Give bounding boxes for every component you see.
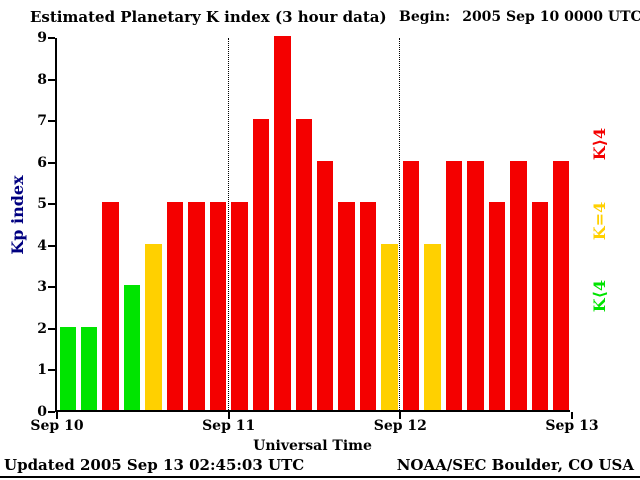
legend-k-equal-4: K=4	[590, 201, 609, 241]
x-tick-label: Sep 12	[373, 418, 427, 434]
kp-bar	[295, 119, 312, 410]
x-tick-mark	[399, 412, 402, 419]
y-tick-label: 9	[37, 30, 47, 46]
kp-bar	[59, 326, 76, 410]
y-tick-label: 4	[37, 237, 47, 254]
kp-bar	[102, 202, 119, 410]
y-tick-label: 6	[37, 154, 47, 171]
kp-bar	[317, 160, 334, 410]
x-tick-mark	[56, 412, 58, 419]
x-tick-mark	[571, 412, 573, 419]
y-tick-label: 5	[37, 196, 47, 213]
source-credit: NOAA/SEC Boulder, CO USA	[396, 456, 634, 474]
kp-bar	[488, 202, 506, 410]
kp-bar	[231, 202, 248, 410]
y-tick-mark	[48, 411, 55, 413]
kp-bar	[252, 119, 270, 410]
kp-bar	[381, 243, 398, 410]
kp-bar	[445, 160, 463, 410]
legend-k-below-4: K⟨4	[590, 279, 609, 313]
legend-k-above-4: K⟩4	[590, 127, 609, 161]
kp-bar	[531, 202, 549, 410]
x-tick-mark	[227, 412, 230, 419]
updated-timestamp: Updated 2005 Sep 13 02:45:03 UTC	[4, 456, 305, 474]
begin-label: Begin:	[399, 9, 451, 25]
kp-bar	[467, 160, 484, 410]
y-tick-mark	[48, 161, 55, 164]
kp-bar	[80, 326, 98, 410]
kp-bar	[145, 243, 162, 410]
kp-bar	[359, 202, 377, 410]
kp-bar	[123, 285, 141, 410]
y-tick-label: 8	[37, 71, 47, 88]
y-tick-mark	[48, 203, 55, 206]
kp-bar	[188, 202, 205, 410]
begin-value: 2005 Sep 10 0000 UTC	[462, 9, 640, 25]
kp-bar	[274, 36, 291, 410]
y-tick-mark	[48, 327, 55, 330]
begin-info: Begin: 2005 Sep 10 0000 UTC	[399, 9, 640, 25]
y-tick-mark	[48, 78, 55, 81]
y-tick-label: 7	[37, 113, 47, 130]
plot-area: 0 1 2 3 4 5 6 7 8 9 Sep 10 Sep 11 Sep 12 Sep 13	[30, 30, 598, 434]
y-tick-mark	[48, 244, 55, 247]
x-tick-label: Sep 10	[30, 418, 84, 434]
x-axis-label: Universal Time	[253, 438, 372, 454]
kp-bar	[209, 202, 227, 410]
y-tick-label: 0	[37, 404, 47, 420]
x-tick-label: Sep 11	[202, 418, 256, 434]
kp-bar	[338, 202, 355, 410]
x-tick-label: Sep 13	[545, 418, 599, 434]
kp-bar	[402, 160, 420, 410]
kp-bar	[166, 202, 184, 410]
kp-bar	[553, 160, 570, 410]
kp-bar	[510, 160, 527, 410]
kp-bar	[424, 243, 441, 410]
day-divider-line	[227, 38, 229, 410]
y-tick-mark	[48, 286, 55, 289]
y-tick-mark	[48, 37, 55, 39]
y-tick-label: 3	[37, 279, 47, 296]
y-tick-label: 2	[37, 320, 47, 337]
y-tick-label: 1	[37, 362, 47, 379]
day-divider-line	[399, 38, 401, 410]
y-tick-mark	[48, 369, 55, 372]
chart-title: Estimated Planetary K index (3 hour data…	[30, 8, 387, 26]
bottom-rule	[0, 476, 640, 478]
y-tick-mark	[48, 120, 55, 123]
